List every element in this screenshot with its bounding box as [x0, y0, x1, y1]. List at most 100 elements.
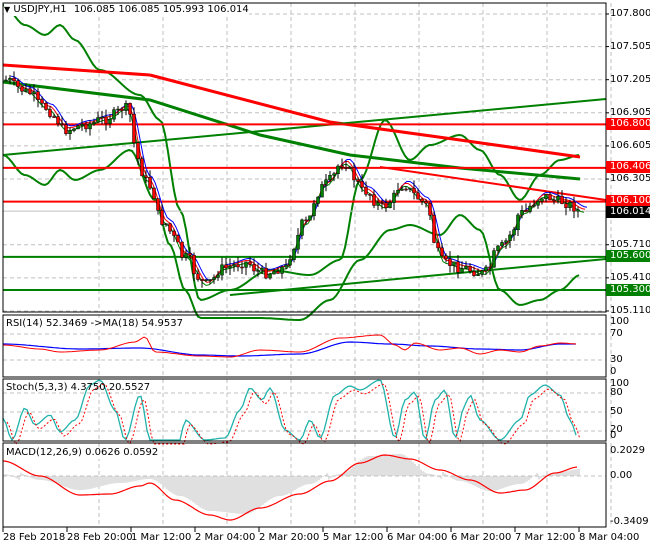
- candle-body: [92, 121, 96, 124]
- price-tick: 107.205: [610, 74, 650, 85]
- candle-body: [236, 264, 240, 268]
- candle-body: [4, 79, 8, 82]
- candle-body: [524, 210, 528, 212]
- candle-body: [52, 116, 56, 118]
- candle-body: [292, 248, 296, 260]
- candle-body: [144, 175, 148, 178]
- time-label: 1 Mar 12:00: [131, 532, 192, 543]
- candle-body: [568, 202, 572, 209]
- price-tick: 106.605: [610, 140, 650, 151]
- level-tag-support: 105.300: [606, 284, 650, 296]
- candle-body: [84, 123, 88, 130]
- candle-body: [152, 187, 156, 199]
- candle-body: [40, 99, 44, 104]
- panel-frame: [2, 2, 607, 313]
- level-tag-support: 105.600: [606, 250, 650, 262]
- candle-body: [300, 219, 304, 236]
- rsi-tick: 30: [610, 354, 623, 365]
- level-tag-resistance: 106.100: [606, 195, 650, 207]
- candle-body: [572, 202, 576, 212]
- candle-body: [252, 264, 256, 272]
- candle-body: [76, 125, 80, 130]
- candle-body: [448, 258, 452, 266]
- macd-tick: 0.2029: [610, 445, 645, 456]
- candle-body: [352, 167, 356, 181]
- ma-green: [7, 80, 585, 286]
- candle-body: [544, 194, 548, 200]
- candle-body: [456, 261, 460, 273]
- stoch-title: Stoch(5,3,3) 4.3750 20.5527: [6, 382, 151, 393]
- candle-body: [20, 86, 24, 92]
- candle-body: [344, 167, 348, 169]
- candle-body: [508, 234, 512, 241]
- level-tag-resistance: 106.800: [606, 118, 650, 130]
- candle-body: [164, 223, 168, 225]
- trendline-down: [379, 166, 607, 201]
- candle-body: [248, 261, 252, 265]
- candle-body: [148, 177, 152, 189]
- candle-body: [404, 188, 408, 191]
- candle-body: [488, 266, 492, 269]
- candle-body: [80, 123, 84, 126]
- time-label: 7 Mar 12:00: [515, 532, 576, 543]
- price-tick: 107.800: [610, 8, 650, 19]
- candle-body: [420, 198, 424, 202]
- candle-body: [184, 253, 188, 258]
- candle-body: [332, 173, 336, 176]
- candle-body: [196, 273, 200, 280]
- candle-body: [156, 198, 160, 211]
- symbol-label: USDJPY,H1: [13, 4, 67, 15]
- candle-body: [392, 192, 396, 203]
- bollinger-lower: [2, 149, 580, 321]
- candle-body: [532, 204, 536, 207]
- panel-frame: [2, 314, 607, 378]
- candle-body: [368, 194, 372, 196]
- candle-body: [408, 187, 412, 190]
- candle-body: [520, 210, 524, 216]
- candle-body: [320, 184, 324, 198]
- candle-body: [244, 261, 248, 268]
- candle-body: [112, 109, 116, 120]
- candle-body: [180, 241, 184, 258]
- rsi-ma-line: [3, 341, 576, 357]
- long-ma-red: [149, 73, 581, 159]
- candle-body: [396, 189, 400, 194]
- candle-body: [560, 195, 564, 204]
- candle-body: [160, 209, 164, 225]
- stoch-tick: 80: [610, 387, 623, 398]
- candle-body: [216, 274, 220, 278]
- candle-body: [8, 78, 12, 81]
- candle-body: [276, 271, 280, 274]
- candle-body: [240, 266, 244, 269]
- candle-body: [444, 255, 448, 260]
- macd-tick: 0.00: [610, 470, 633, 481]
- candle-body: [496, 245, 500, 251]
- candle-body: [360, 181, 364, 188]
- candle-body: [132, 113, 136, 143]
- candle-body: [452, 261, 456, 266]
- price-tick: 107.505: [610, 41, 650, 52]
- rsi-title: RSI(14) 52.3469 ->MA(18) 54.9537: [6, 318, 183, 330]
- candle-body: [32, 91, 36, 94]
- price-tick: 106.305: [610, 173, 650, 184]
- candle-body: [340, 165, 344, 168]
- rsi-line: [2, 334, 577, 358]
- candle-body: [224, 264, 228, 269]
- candle-body: [468, 265, 472, 272]
- candle-body: [272, 271, 276, 275]
- candle-body: [548, 194, 552, 201]
- candle-body: [48, 109, 52, 117]
- candle-body: [356, 179, 360, 182]
- stoch-tick: 0: [610, 430, 617, 441]
- stoch-main-line: [2, 379, 577, 442]
- candle-body: [128, 103, 132, 115]
- candle-body: [556, 195, 560, 201]
- candle-body: [288, 259, 292, 266]
- time-label: 28 Feb 20:00: [67, 532, 133, 543]
- candle-body: [516, 214, 520, 230]
- ohlc-values: 106.085 106.085 105.993 106.014: [73, 4, 249, 15]
- candle-body: [88, 123, 92, 130]
- triangle-down-icon[interactable]: ▼: [4, 5, 11, 14]
- candle-body: [192, 254, 196, 274]
